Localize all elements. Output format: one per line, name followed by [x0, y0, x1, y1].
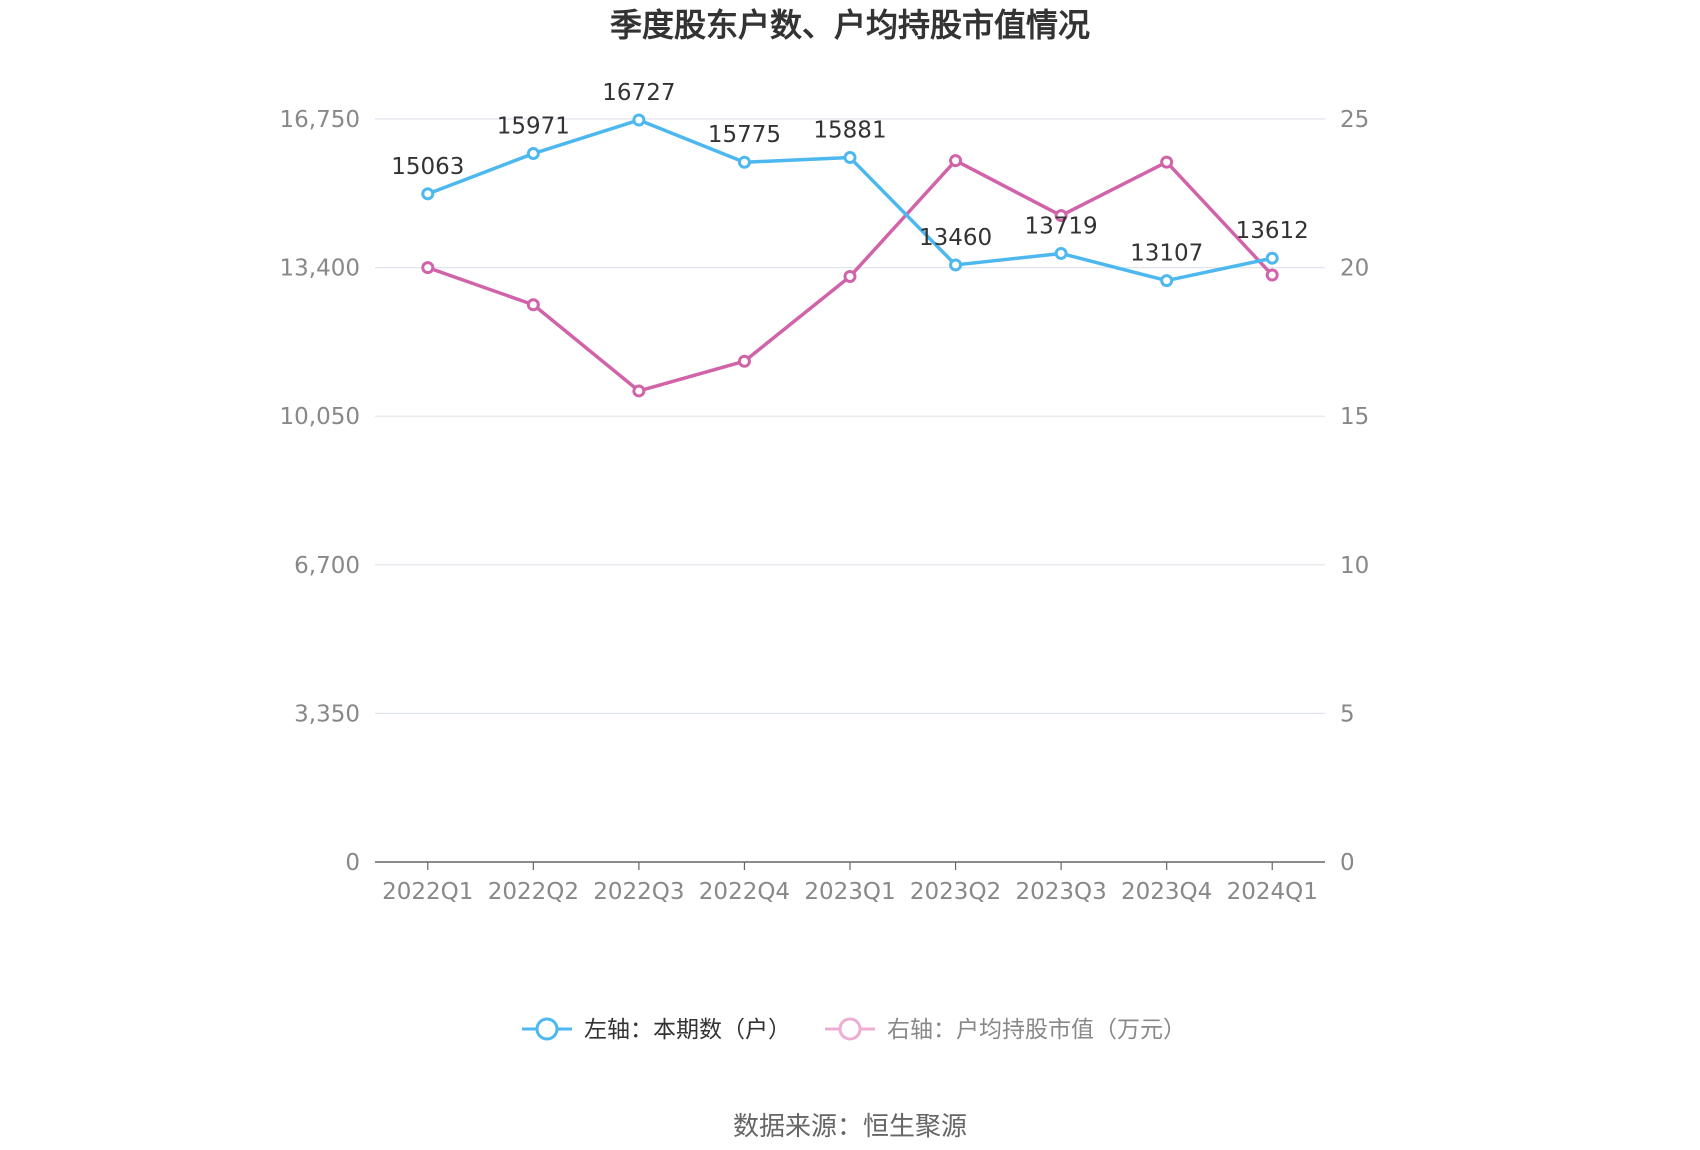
data-point-left[interactable] — [737, 155, 751, 169]
x-axis: 2022Q1 2022Q2 2022Q3 2022Q4 2023Q1 2023Q2 2023… — [382, 862, 1318, 905]
x-tick-label: 2022Q4 — [699, 879, 790, 905]
left-tick-label: 10,050 — [280, 404, 360, 430]
data-point-left[interactable] — [843, 151, 857, 165]
data-point-left[interactable] — [1054, 246, 1068, 260]
data-point-right[interactable] — [1054, 209, 1068, 223]
data-point-right[interactable] — [1160, 155, 1174, 169]
data-point-right[interactable] — [949, 154, 963, 168]
data-point-left[interactable] — [632, 113, 646, 127]
x-tick-label: 2023Q3 — [1015, 879, 1106, 905]
left-tick-label: 6,700 — [294, 553, 360, 579]
right-axis: 0 5 10 15 20 25 — [1340, 107, 1369, 876]
data-point-right[interactable] — [632, 384, 646, 398]
left-tick-label: 13,400 — [280, 256, 360, 282]
data-label: 15881 — [813, 118, 886, 144]
data-source: 数据来源：恒生聚源 — [733, 1112, 967, 1142]
data-point-left[interactable] — [1265, 251, 1279, 265]
data-label: 15063 — [391, 154, 464, 180]
data-point-right[interactable] — [526, 298, 540, 312]
series-layer — [421, 113, 1279, 398]
grid-lines — [375, 118, 1325, 715]
data-label: 15775 — [708, 122, 781, 148]
x-tick-label: 2024Q1 — [1227, 879, 1318, 905]
right-tick-label: 0 — [1340, 850, 1355, 876]
data-label: 13612 — [1236, 218, 1309, 244]
data-label: 13460 — [919, 225, 992, 251]
data-point-left[interactable] — [526, 147, 540, 161]
left-tick-label: 3,350 — [294, 701, 360, 727]
legend-item-left-series[interactable]: 左轴：本期数（户） — [522, 1017, 791, 1043]
data-point-right[interactable] — [843, 270, 857, 284]
legend-label-right-series: 右轴：户均持股市值（万元） — [887, 1017, 1186, 1043]
data-label: 13107 — [1130, 241, 1203, 267]
right-tick-label: 20 — [1340, 256, 1369, 282]
data-point-right[interactable] — [421, 261, 435, 275]
right-tick-label: 5 — [1340, 701, 1355, 727]
data-label: 16727 — [602, 80, 675, 106]
right-tick-label: 15 — [1340, 404, 1369, 430]
data-point-right[interactable] — [737, 354, 751, 368]
legend-marker-icon — [535, 1017, 559, 1041]
data-point-left[interactable] — [1160, 274, 1174, 288]
left-tick-label: 0 — [345, 850, 360, 876]
legend: 左轴：本期数（户） 右轴：户均持股市值（万元） — [522, 1017, 1186, 1043]
x-tick-label: 2023Q2 — [910, 879, 1001, 905]
legend-marker-icon — [838, 1017, 862, 1041]
data-labels: 15063 15971 16727 15775 15881 13460 13719 13107… — [391, 80, 1309, 267]
left-tick-label: 16,750 — [280, 107, 360, 133]
data-point-left[interactable] — [421, 187, 435, 201]
right-tick-label: 25 — [1340, 107, 1369, 133]
x-tick-label: 2022Q3 — [593, 879, 684, 905]
data-point-left[interactable] — [949, 258, 963, 272]
x-tick-label: 2023Q1 — [804, 879, 895, 905]
legend-item-right-series[interactable]: 右轴：户均持股市值（万元） — [825, 1017, 1186, 1043]
right-tick-label: 10 — [1340, 553, 1369, 579]
data-label: 15971 — [497, 114, 570, 140]
x-tick-label: 2022Q1 — [382, 879, 473, 905]
legend-label-left-series: 左轴：本期数（户） — [584, 1017, 791, 1043]
data-label: 13719 — [1025, 213, 1098, 239]
x-tick-label: 2023Q4 — [1121, 879, 1212, 905]
left-axis: 0 3,350 6,700 10,050 13,400 16,750 — [280, 107, 360, 876]
data-point-right[interactable] — [1265, 268, 1279, 282]
chart-title: 季度股东户数、户均持股市值情况 — [610, 6, 1090, 44]
x-tick-label: 2022Q2 — [488, 879, 579, 905]
